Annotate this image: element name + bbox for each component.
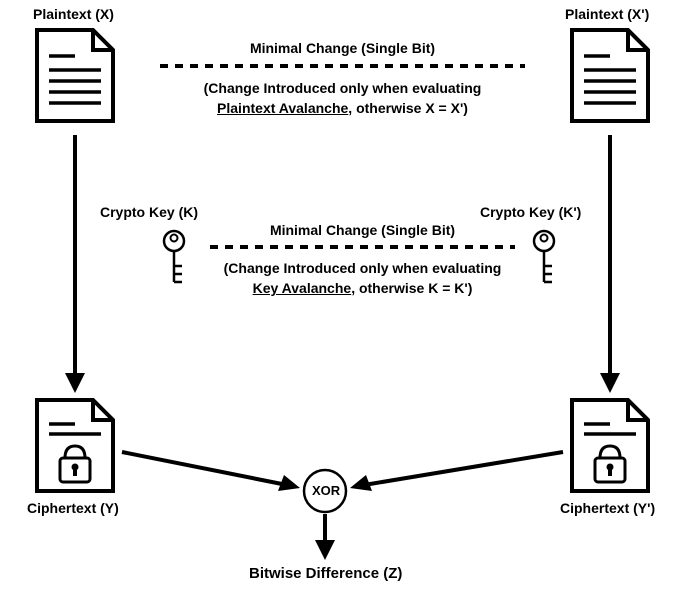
- bitwise-z-label: Bitwise Difference (Z): [249, 565, 402, 582]
- xor-label: XOR: [312, 483, 340, 498]
